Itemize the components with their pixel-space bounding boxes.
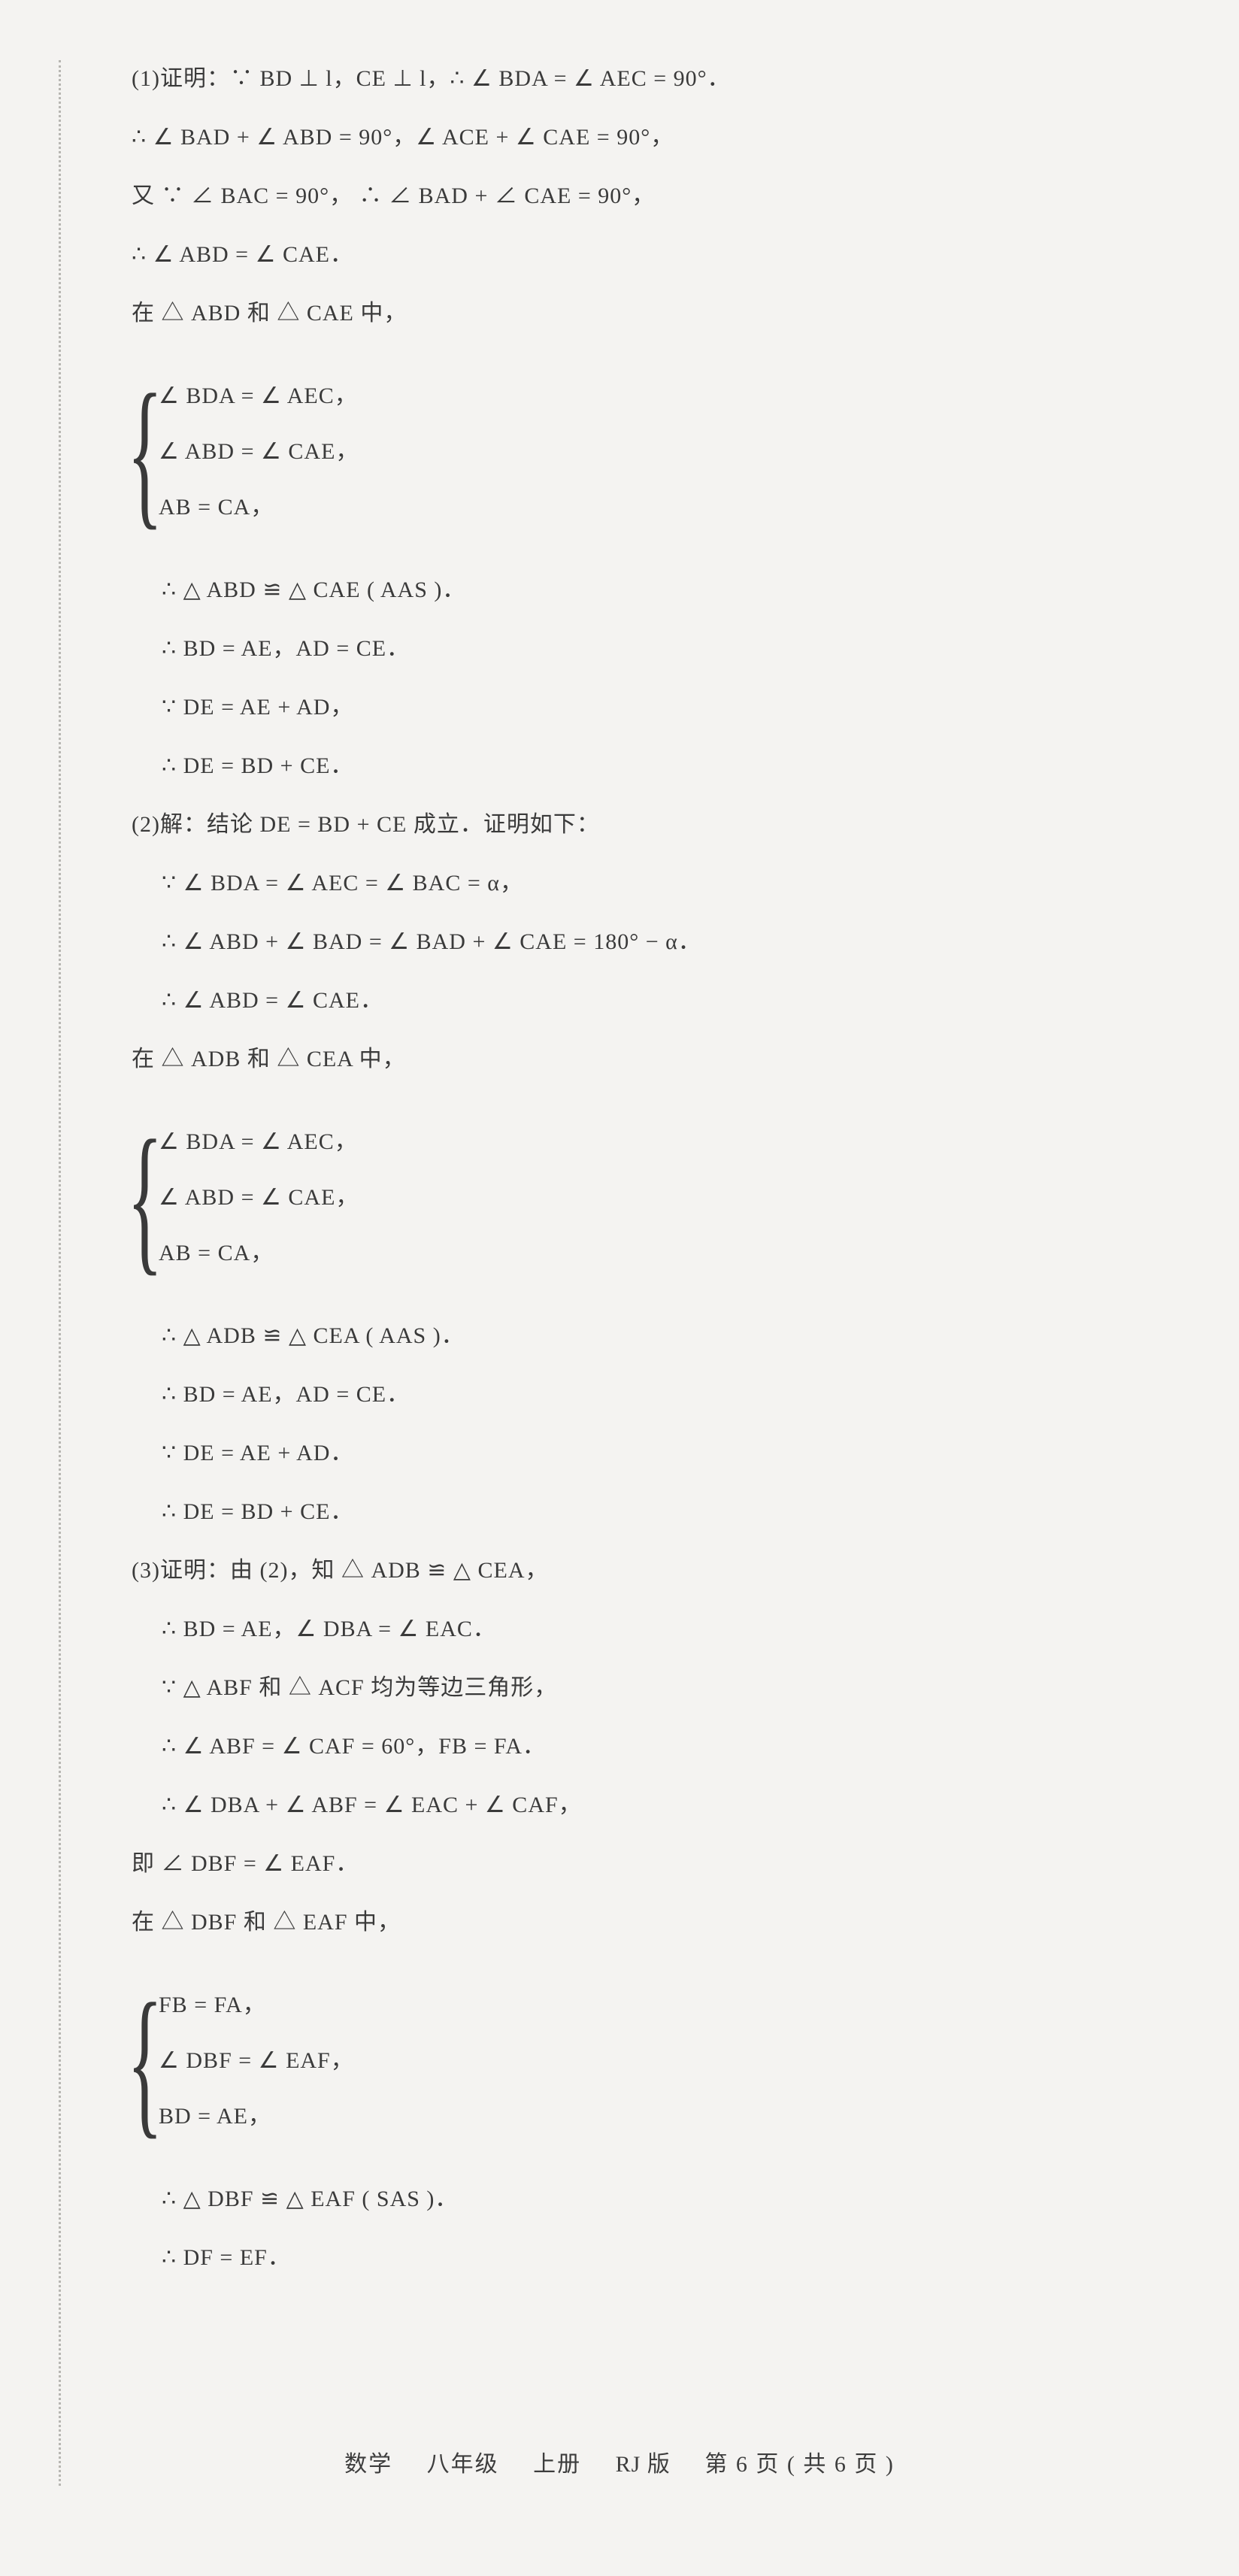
line-3: 又 ∵ ∠ BAC = 90°， ∴ ∠ BAD + ∠ CAE = 90°， (132, 185, 1149, 208)
line-13: ∴ ∠ ABD = ∠ CAE． (132, 989, 1149, 1012)
brace-group-1: { ∠ BDA = ∠ AEC， ∠ ABD = ∠ CAE， AB = CA， (132, 361, 1149, 543)
line-10: (2)解：结论 DE = BD + CE 成立．证明如下： (132, 814, 1149, 836)
line-22: ∴ ∠ ABF = ∠ CAF = 60°，FB = FA． (132, 1735, 1149, 1758)
left-brace-icon: { (127, 361, 138, 543)
brace-1-lines: ∠ BDA = ∠ AEC， ∠ ABD = ∠ CAE， AB = CA， (159, 361, 359, 543)
line-27: ∴ DF = EF． (132, 2247, 1149, 2269)
brace-3-line-c: BD = AE， (159, 2105, 354, 2128)
line-11: ∵ ∠ BDA = ∠ AEC = ∠ BAC = α， (132, 872, 1149, 895)
left-brace-icon: { (127, 1107, 138, 1289)
brace-2-lines: ∠ BDA = ∠ AEC， ∠ ABD = ∠ CAE， AB = CA， (159, 1107, 359, 1289)
footer-edition: RJ 版 (616, 2452, 671, 2477)
line-20: ∴ BD = AE，∠ DBA = ∠ EAC． (132, 1618, 1149, 1641)
line-17: ∵ DE = AE + AD． (132, 1442, 1149, 1465)
line-26: ∴ △ DBF ≌ △ EAF ( SAS )． (132, 2188, 1149, 2211)
line-14: 在 △ ADB 和 △ CEA 中， (132, 1048, 1149, 1071)
page-footer: 数学 八年级 上册 RJ 版 第 6 页 ( 共 6 页 ) (0, 2445, 1239, 2478)
line-16: ∴ BD = AE，AD = CE． (132, 1383, 1149, 1406)
line-4: ∴ ∠ ABD = ∠ CAE． (132, 244, 1149, 266)
brace-2-line-b: ∠ ABD = ∠ CAE， (159, 1186, 359, 1209)
line-8: ∵ DE = AE + AD， (132, 696, 1149, 719)
left-dotted-border (59, 60, 61, 2486)
line-2: ∴ ∠ BAD + ∠ ABD = 90°，∠ ACE + ∠ CAE = 90… (132, 126, 1149, 149)
line-19: (3)证明：由 (2)，知 △ ADB ≌ △ CEA， (132, 1559, 1149, 1582)
line-25: 在 △ DBF 和 △ EAF 中， (132, 1911, 1149, 1934)
line-1: (1)证明：∵ BD ⊥ l，CE ⊥ l，∴ ∠ BDA = ∠ AEC = … (132, 68, 1149, 90)
left-brace-icon: { (127, 1970, 138, 2152)
footer-grade: 八年级 (427, 2452, 499, 2477)
line-18: ∴ DE = BD + CE． (132, 1501, 1149, 1523)
brace-3-line-a: FB = FA， (159, 1994, 354, 2017)
line-9: ∴ DE = BD + CE． (132, 755, 1149, 777)
line-5: 在 △ ABD 和 △ CAE 中， (132, 302, 1149, 325)
line-23: ∴ ∠ DBA + ∠ ABF = ∠ EAC + ∠ CAF， (132, 1794, 1149, 1817)
proof-content: (1)证明：∵ BD ⊥ l，CE ⊥ l，∴ ∠ BDA = ∠ AEC = … (132, 68, 1149, 2269)
footer-subject: 数学 (344, 2452, 392, 2477)
line-12: ∴ ∠ ABD + ∠ BAD = ∠ BAD + ∠ CAE = 180° −… (132, 931, 1149, 953)
page: (1)证明：∵ BD ⊥ l，CE ⊥ l，∴ ∠ BDA = ∠ AEC = … (0, 0, 1239, 2576)
brace-group-3: { FB = FA， ∠ DBF = ∠ EAF， BD = AE， (132, 1970, 1149, 2152)
brace-3-lines: FB = FA， ∠ DBF = ∠ EAF， BD = AE， (159, 1970, 354, 2152)
line-7: ∴ BD = AE，AD = CE． (132, 638, 1149, 660)
brace-1-line-b: ∠ ABD = ∠ CAE， (159, 441, 359, 463)
footer-volume: 上册 (533, 2452, 581, 2477)
brace-3-line-b: ∠ DBF = ∠ EAF， (159, 2050, 354, 2072)
brace-1-line-c: AB = CA， (159, 496, 359, 519)
brace-2-line-c: AB = CA， (159, 1242, 359, 1265)
footer-page: 第 6 页 ( 共 6 页 ) (704, 2452, 894, 2477)
brace-group-2: { ∠ BDA = ∠ AEC， ∠ ABD = ∠ CAE， AB = CA， (132, 1107, 1149, 1289)
brace-2-line-a: ∠ BDA = ∠ AEC， (159, 1131, 359, 1153)
line-6: ∴ △ ABD ≌ △ CAE ( AAS )． (132, 579, 1149, 602)
brace-1-line-a: ∠ BDA = ∠ AEC， (159, 385, 359, 408)
line-24: 即 ∠ DBF = ∠ EAF． (132, 1853, 1149, 1875)
line-21: ∵ △ ABF 和 △ ACF 均为等边三角形， (132, 1677, 1149, 1699)
line-15: ∴ △ ADB ≌ △ CEA ( AAS )． (132, 1325, 1149, 1347)
